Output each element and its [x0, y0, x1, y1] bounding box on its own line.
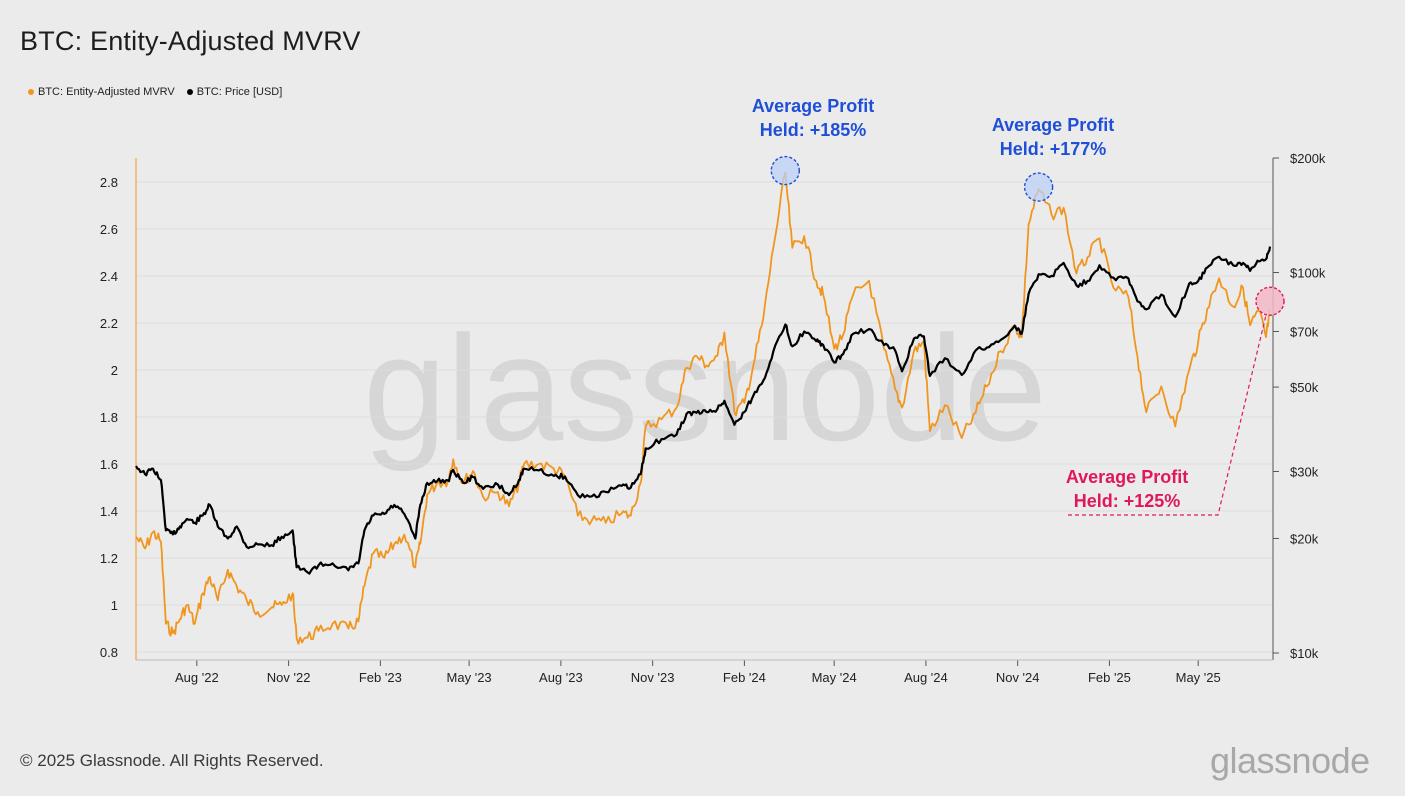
legend-label-mvrv: BTC: Entity-Adjusted MVRV: [38, 86, 175, 98]
annotation-label-line1: Average Profit: [992, 115, 1114, 135]
x-tick-label: Nov '23: [631, 670, 675, 685]
x-tick-label: Aug '24: [904, 670, 948, 685]
chart-title: BTC: Entity-Adjusted MVRV: [20, 26, 361, 56]
annotation-label-line2: Held: +177%: [1000, 139, 1107, 159]
y-right-tick-label: $200k: [1290, 151, 1326, 166]
x-tick-label: Feb '25: [1088, 670, 1131, 685]
copyright-text: © 2025 Glassnode. All Rights Reserved.: [20, 751, 324, 770]
legend-item-mvrv[interactable]: BTC: Entity-Adjusted MVRV: [28, 86, 175, 98]
annotation-label-line1: Average Profit: [752, 96, 874, 116]
x-tick-label: May '25: [1176, 670, 1221, 685]
annotation-leader-line: [1068, 315, 1267, 516]
y-left-tick-label: 2.6: [100, 222, 118, 237]
y-left-tick-label: 2.8: [100, 175, 118, 190]
x-tick-label: May '23: [447, 670, 492, 685]
y-right-tick-label: $30k: [1290, 464, 1319, 479]
y-left-tick-label: 2.2: [100, 316, 118, 331]
annotation-label-line1: Average Profit: [1066, 467, 1188, 487]
x-tick-label: Nov '22: [267, 670, 311, 685]
legend-swatch-mvrv: [28, 89, 34, 95]
chart-watermark: glassnode: [363, 304, 1047, 472]
legend-item-price[interactable]: BTC: Price [USD]: [186, 86, 283, 98]
legend-label-price: BTC: Price [USD]: [196, 86, 283, 98]
series-line-mvrv: [135, 171, 1271, 645]
legend-swatch-price: [186, 89, 193, 95]
annotation-label-line2: Held: +125%: [1074, 491, 1181, 511]
y-right-tick-label: $20k: [1290, 531, 1319, 546]
y-right-tick-label: $50k: [1290, 380, 1319, 395]
y-left-tick-label: 1.8: [100, 410, 118, 425]
annotation-label-line2: Held: +185%: [760, 120, 867, 140]
series-line-price: [135, 246, 1272, 575]
y-left-tick-label: 0.8: [100, 645, 118, 660]
y-right-tick-label: $70k: [1290, 324, 1319, 339]
chart-legend: BTC: Entity-Adjusted MVRV BTC: Price [US…: [28, 86, 282, 98]
annotation-peak-marker: [1023, 172, 1054, 202]
annotation-current-marker: [1255, 286, 1285, 316]
x-tick-label: Nov '24: [996, 670, 1040, 685]
y-left-tick-label: 2: [111, 363, 118, 378]
x-tick-label: May '24: [812, 670, 857, 685]
y-left-tick-label: 2.4: [100, 269, 118, 284]
x-tick-label: Aug '22: [175, 670, 219, 685]
y-right-tick-label: $10k: [1290, 646, 1319, 661]
x-tick-label: Feb '24: [723, 670, 766, 685]
glassnode-logo: glassnode: [1210, 740, 1370, 781]
x-tick-label: Aug '23: [539, 670, 583, 685]
y-left-tick-label: 1.2: [100, 551, 118, 566]
y-left-tick-label: 1.6: [100, 457, 118, 472]
x-tick-label: Feb '23: [359, 670, 402, 685]
y-left-tick-label: 1: [111, 598, 118, 613]
y-left-tick-label: 1.4: [100, 504, 118, 519]
annotation-peak-marker: [770, 155, 800, 186]
y-right-tick-label: $100k: [1290, 266, 1326, 281]
